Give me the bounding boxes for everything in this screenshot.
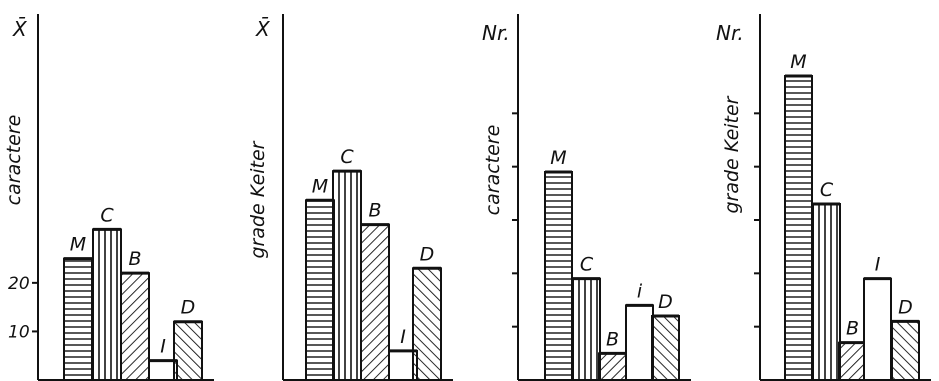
bar-D xyxy=(651,315,680,381)
bar-C xyxy=(572,277,601,381)
bar-label-M: M xyxy=(550,147,566,169)
bar-I xyxy=(863,277,892,381)
chart-2: X̄ grade Keiter MC B I D xyxy=(247,14,453,381)
bar-I xyxy=(148,359,178,381)
bar-C xyxy=(332,170,362,381)
y-axis-symbol: Nr. xyxy=(716,21,744,45)
bar-label-D: D xyxy=(658,291,673,313)
bar-label-B: B xyxy=(368,200,381,222)
bar-B xyxy=(120,272,150,381)
bar-D xyxy=(412,267,442,381)
bar-label-I: I xyxy=(160,336,166,358)
bar-M xyxy=(784,75,813,381)
bar-label-C: C xyxy=(580,254,594,276)
bar-D xyxy=(891,320,920,381)
bar-label-D: D xyxy=(420,243,435,265)
bar-label-C: C xyxy=(100,204,114,226)
bar-M xyxy=(63,257,93,381)
bar-label-B: B xyxy=(128,248,141,270)
bar-label-C: C xyxy=(340,146,354,168)
bar-label-M: M xyxy=(70,234,86,256)
bar-label-M: M xyxy=(790,51,806,73)
bar-D xyxy=(173,320,203,381)
y-axis-symbol: X̄ xyxy=(12,16,28,41)
bar-label-I: I xyxy=(875,254,881,276)
y-tick-label: 10 xyxy=(8,322,30,342)
bar-B xyxy=(598,352,627,381)
y-axis-label: caractere xyxy=(3,115,25,206)
bar-label-I: i xyxy=(637,280,643,302)
bar-M xyxy=(305,199,335,381)
y-axis-label: grade Keiter xyxy=(247,140,269,258)
y-tick-label: 20 xyxy=(8,274,30,294)
bar-C xyxy=(92,228,122,381)
y-axis-label: caractere xyxy=(482,125,504,216)
bar-B xyxy=(360,223,390,381)
bar-label-D: D xyxy=(898,296,913,318)
bar-label-D: D xyxy=(181,297,196,319)
y-axis-label: grade Keiter xyxy=(721,95,743,213)
bar-I xyxy=(625,304,654,381)
bar-label-I: I xyxy=(400,326,406,348)
chart-4: Nr. grade Keiter M C B ID xyxy=(716,14,931,381)
y-axis-symbol: X̄ xyxy=(255,16,271,41)
chart-1: 10 20 X̄ caractere MCB ID xyxy=(3,14,214,381)
chart-3: Nr. caractere M C Bi D xyxy=(482,14,691,381)
y-axis-symbol: Nr. xyxy=(482,21,510,45)
bar-label-B: B xyxy=(606,328,619,350)
bar-C xyxy=(812,203,841,381)
bar-label-B: B xyxy=(846,318,859,340)
bar-label-M: M xyxy=(312,175,328,197)
bar-M xyxy=(544,171,573,381)
bar-label-C: C xyxy=(820,179,834,201)
bar-B xyxy=(838,341,867,381)
